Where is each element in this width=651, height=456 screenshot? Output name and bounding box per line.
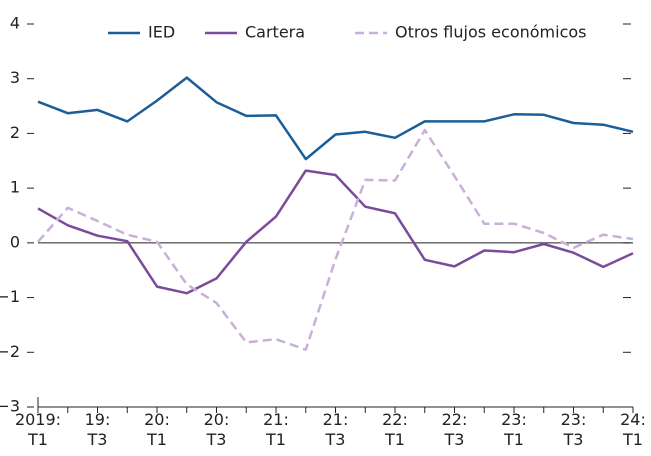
- y-tick-label: −2: [0, 342, 20, 361]
- y-tick-label: −1: [0, 287, 20, 306]
- y-tick-label: 2: [10, 123, 20, 142]
- series-line: [37, 169, 634, 295]
- x-tick-label: 24: T1: [620, 410, 646, 449]
- x-tick-label: 21: T3: [322, 410, 349, 449]
- y-tick-label: 4: [10, 14, 20, 33]
- legend-label: Cartera: [245, 23, 305, 42]
- x-tick-label: 19: T3: [84, 410, 111, 449]
- x-tick-label: 22: T3: [441, 410, 468, 449]
- legend-label: Otros flujos económicos: [395, 23, 587, 42]
- x-tick-label: 23: T3: [560, 410, 587, 449]
- legend-label: IED: [148, 23, 175, 42]
- y-tick-label: 3: [10, 68, 20, 87]
- x-tick-label: 20: T3: [203, 410, 230, 449]
- series-line: [37, 76, 634, 161]
- series-line: [37, 128, 634, 351]
- x-tick-label: 23: T1: [501, 410, 527, 449]
- y-tick-label: −3: [0, 397, 20, 416]
- x-tick-label: 21: T1: [263, 410, 289, 449]
- y-tick-label: 1: [10, 178, 20, 197]
- x-tick-label: 20: T1: [144, 410, 170, 449]
- x-tick-label: 2019: T1: [14, 410, 62, 449]
- x-tick-label: 22: T1: [382, 410, 408, 449]
- y-tick-label: 0: [10, 232, 20, 251]
